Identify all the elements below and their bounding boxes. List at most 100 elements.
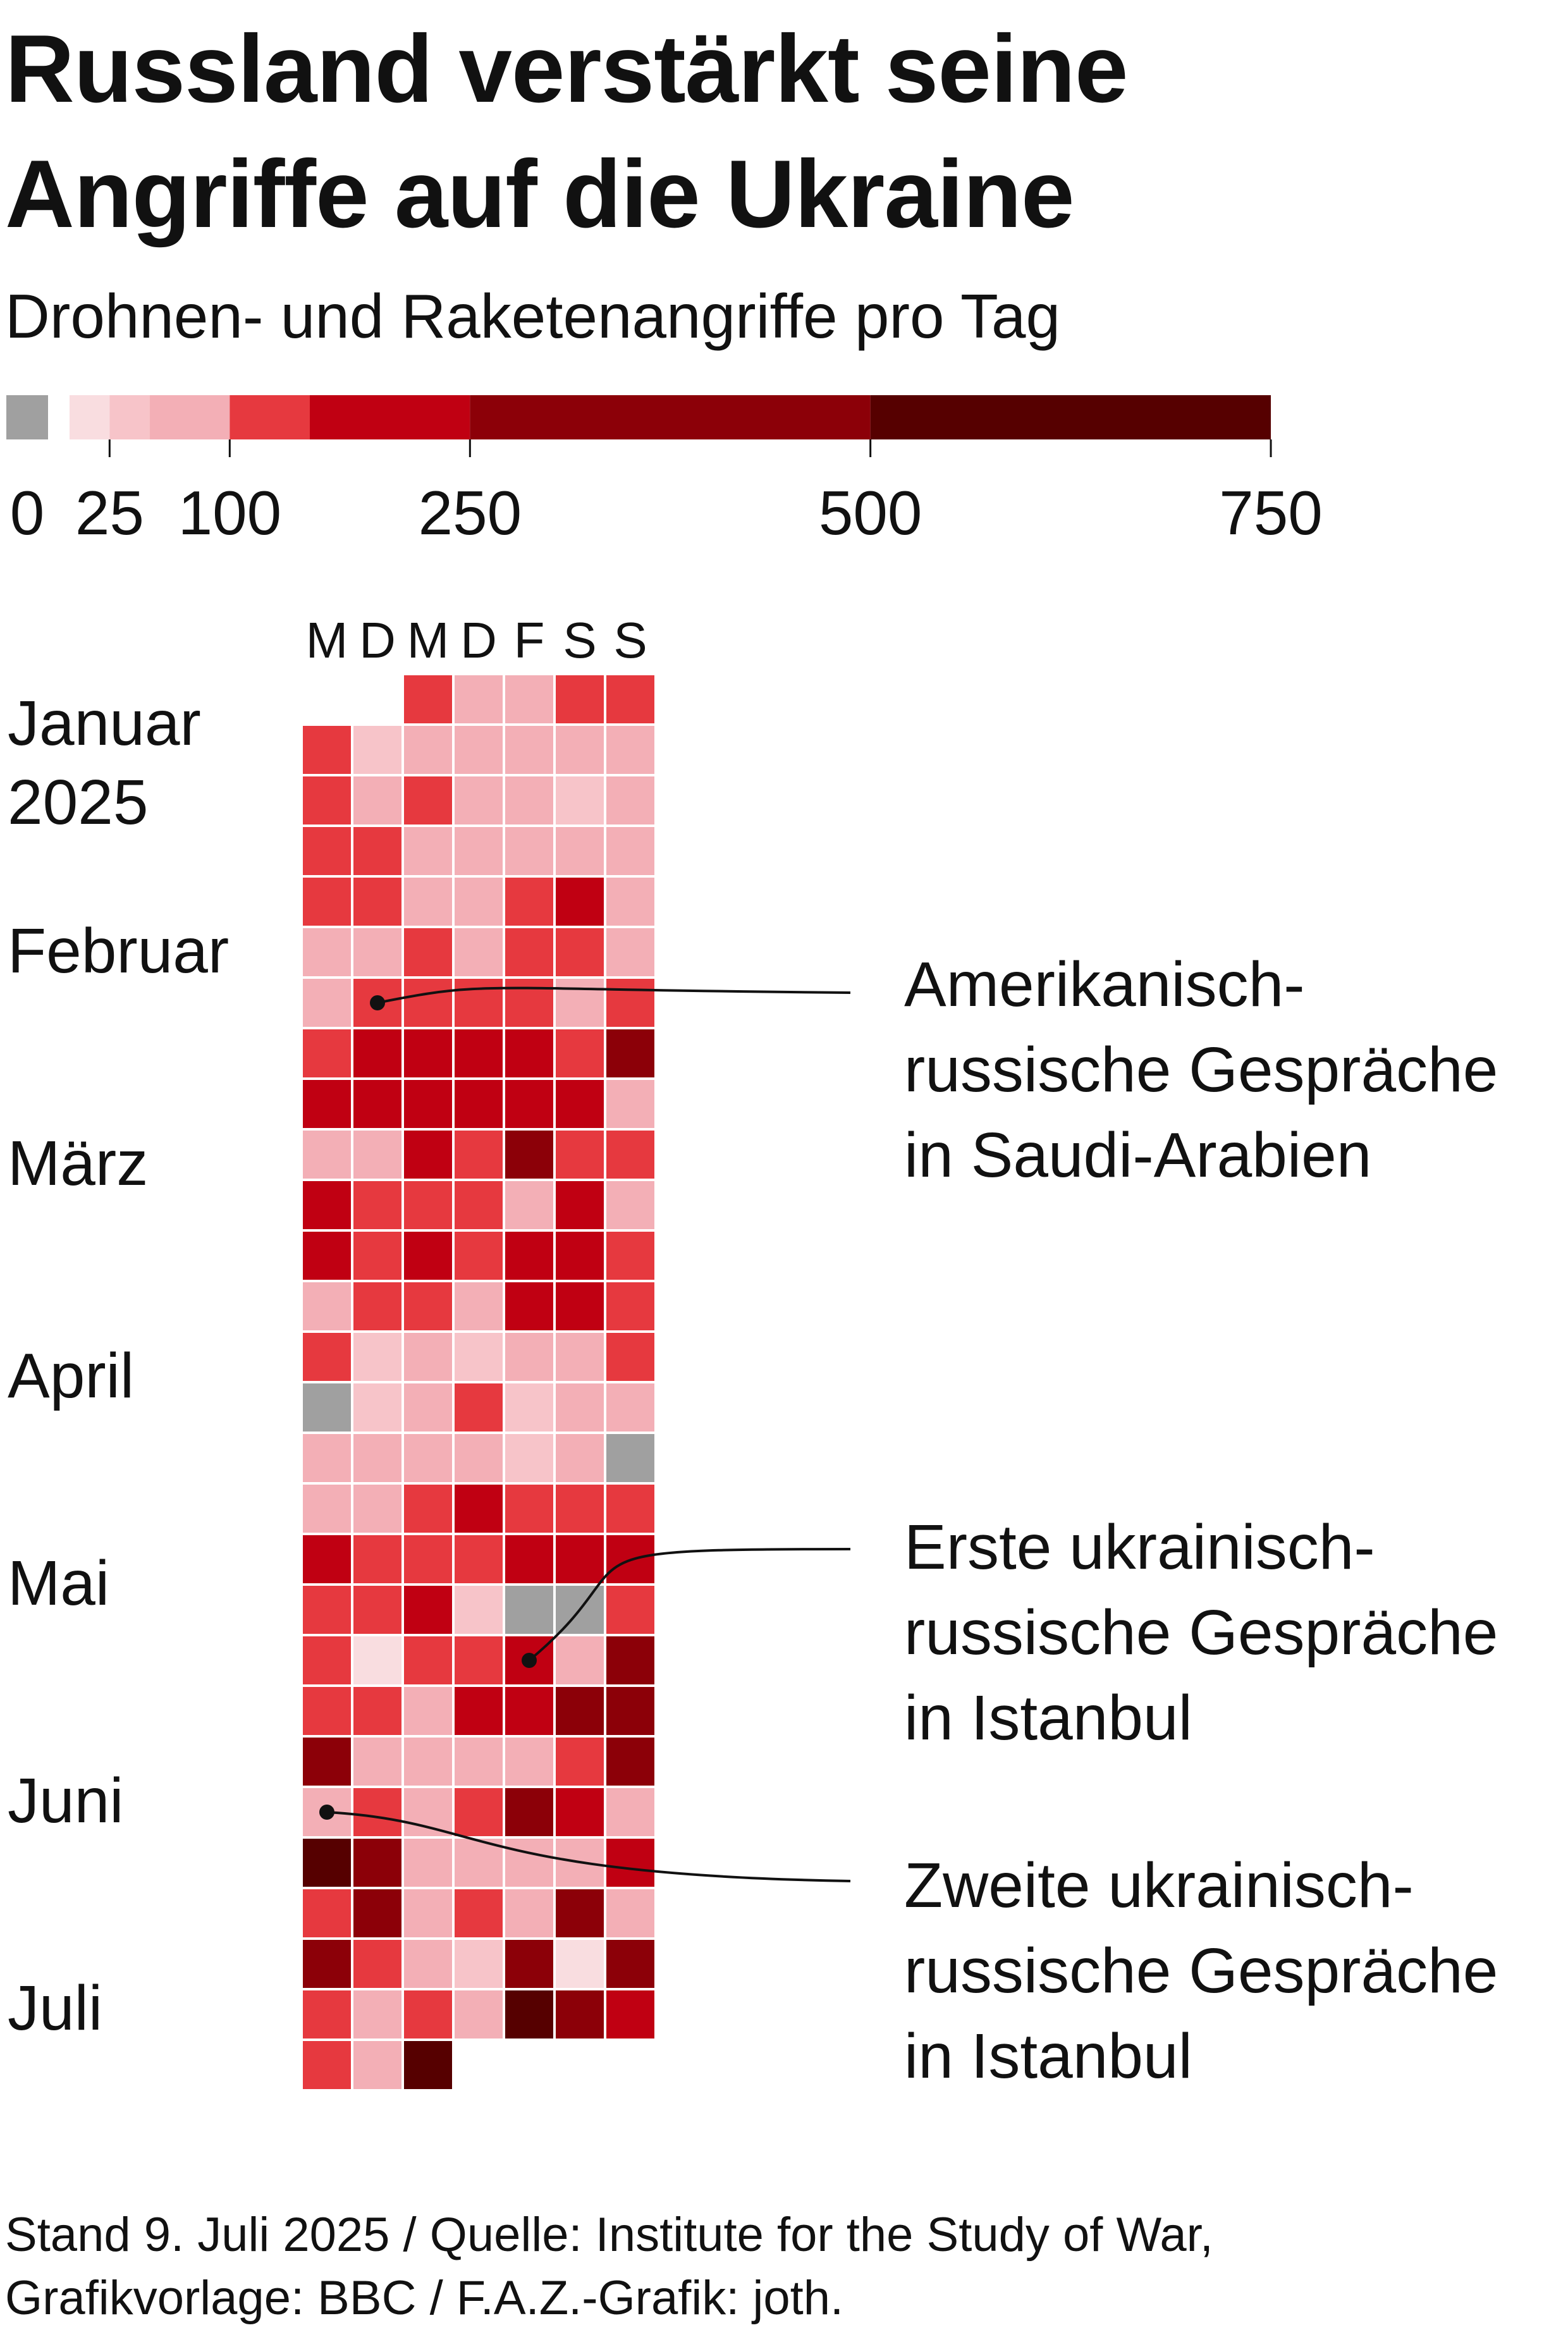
heatmap-cell [351, 1027, 404, 1080]
heatmap-cell [351, 1229, 404, 1282]
heatmap-cell [604, 976, 657, 1029]
heatmap-cell [604, 1988, 657, 2041]
heatmap-cell [401, 1077, 455, 1131]
heatmap-cell [300, 774, 353, 827]
heatmap-cell [503, 1786, 556, 1839]
month-label: Mai [8, 1548, 109, 1619]
heatmap-cell [604, 1887, 657, 1940]
heatmap-cell [604, 926, 657, 979]
chart-subtitle: Drohnen- und Raketenangriffe pro Tag [5, 281, 1060, 351]
heatmap-cell [300, 1482, 353, 1535]
heatmap-cell [300, 1432, 353, 1485]
heatmap-cell [553, 1381, 606, 1434]
annotation-line: Amerikanisch- [904, 949, 1305, 1020]
heatmap-cell [300, 1735, 353, 1788]
heatmap-cell [300, 1179, 353, 1232]
heatmap-cell [503, 1583, 556, 1636]
heatmap-cell [351, 1077, 404, 1131]
heatmap-cell [503, 825, 556, 878]
heatmap-cell [503, 926, 556, 979]
heatmap-cell [604, 1432, 657, 1485]
heatmap-cell [503, 1937, 556, 1990]
month-label: 2025 [8, 767, 148, 838]
heatmap-cell [401, 875, 455, 928]
legend-tick-label: 100 [178, 478, 282, 548]
legend-tick-label: 25 [75, 478, 144, 548]
heatmap-cell [604, 1330, 657, 1383]
heatmap-cell [300, 1280, 353, 1333]
month-label: März [8, 1128, 148, 1199]
month-label: Juli [8, 1973, 102, 2044]
heatmap-cell [300, 1583, 353, 1636]
heatmap-cell [604, 1027, 657, 1080]
heatmap-cell [503, 1887, 556, 1940]
heatmap-cell [503, 673, 556, 726]
heatmap-cell [604, 723, 657, 776]
legend-tick-label: 750 [1219, 478, 1323, 548]
heatmap-cell [553, 1128, 606, 1181]
heatmap-cell [300, 976, 353, 1029]
heatmap-cell [604, 875, 657, 928]
heatmap-cell [351, 1179, 404, 1232]
legend-swatch [109, 395, 150, 439]
heatmap-cell [351, 1988, 404, 2041]
heatmap-cell [452, 1583, 505, 1636]
heatmap-cell [401, 1735, 455, 1788]
heatmap-cell [351, 774, 404, 827]
weekday-label: M [407, 612, 450, 668]
heatmap-cell [503, 1988, 556, 2041]
heatmap-cell [604, 1179, 657, 1232]
heatmap-cell [452, 1937, 505, 1990]
source-line-2: Grafikvorlage: BBC / F.A.Z.-Grafik: joth… [5, 2271, 844, 2325]
heatmap-cell [553, 1786, 606, 1839]
heatmap-cell [300, 875, 353, 928]
annotation-dot [370, 995, 385, 1010]
heatmap-cell [351, 875, 404, 928]
heatmap-cell [553, 1887, 606, 1940]
heatmap-cell [401, 2039, 455, 2092]
heatmap-cell [452, 926, 505, 979]
heatmap-cell [604, 1229, 657, 1282]
heatmap-cell [503, 1027, 556, 1080]
heatmap-cell [351, 1786, 404, 1839]
month-label: Februar [8, 916, 229, 986]
heatmap-cell [553, 875, 606, 928]
heatmap-cell [351, 1735, 404, 1788]
heatmap-cell [452, 1988, 505, 2041]
heatmap-cell [604, 1836, 657, 1889]
heatmap-cell [503, 1229, 556, 1282]
weekday-label: D [359, 612, 396, 668]
heatmap-cell [351, 723, 404, 776]
heatmap-cell [553, 1634, 606, 1687]
heatmap-cell [604, 673, 657, 726]
annotation-line: russische Gespräche [904, 1034, 1498, 1105]
heatmap-cell [553, 1077, 606, 1131]
heatmap-cell [300, 1128, 353, 1181]
heatmap-cell [300, 1937, 353, 1990]
heatmap-cell [553, 926, 606, 979]
heatmap-cell [553, 723, 606, 776]
heatmap-cell [300, 1533, 353, 1586]
heatmap-cell [604, 1381, 657, 1434]
month-label: April [8, 1340, 134, 1411]
heatmap-cell [401, 926, 455, 979]
heatmap-cell [401, 1634, 455, 1687]
annotation-first-istanbul-talks: Erste ukrainisch- russische Gespräche in… [904, 1505, 1498, 1761]
heatmap-cell [401, 673, 455, 726]
heatmap-cell [401, 1330, 455, 1383]
heatmap-cell [351, 1937, 404, 1990]
weekday-label: S [613, 612, 647, 668]
heatmap-cell [452, 1634, 505, 1687]
heatmap-cell [503, 1077, 556, 1131]
annotation-line: in Istanbul [904, 1683, 1192, 1753]
heatmap-cell [553, 1988, 606, 2041]
weekday-label: D [460, 612, 497, 668]
heatmap-cell [452, 1128, 505, 1181]
source-line-1: Stand 9. Juli 2025 / Quelle: Institute f… [5, 2208, 1213, 2262]
legend-tick-label: 250 [419, 478, 522, 548]
heatmap-cell [401, 1027, 455, 1080]
heatmap-cell [503, 1482, 556, 1535]
heatmap-cell [604, 1735, 657, 1788]
heatmap-cell [503, 1533, 556, 1586]
heatmap-cell [604, 1482, 657, 1535]
